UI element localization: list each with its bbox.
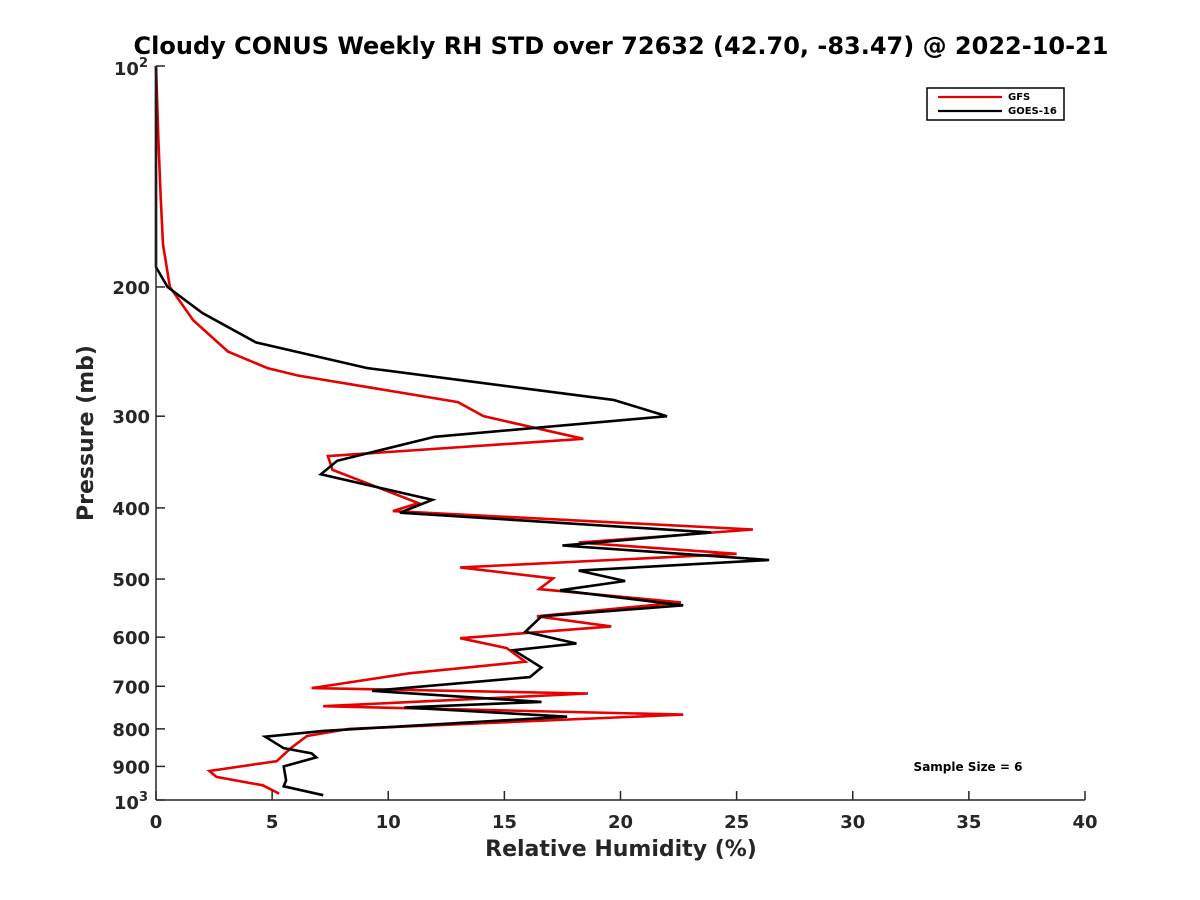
x-tick-label: 25	[724, 812, 749, 833]
x-axis-label: Relative Humidity (%)	[485, 837, 757, 862]
y-major-tick-label: 102	[114, 56, 148, 80]
y-tick-label: 800	[112, 720, 150, 741]
legend-label-goes16: GOES-16	[1008, 106, 1057, 117]
legend-label-gfs: GFS	[1008, 92, 1030, 103]
chart-title: Cloudy CONUS Weekly RH STD over 72632 (4…	[134, 32, 1109, 60]
y-tick-label: 400	[112, 499, 150, 520]
x-tick-label: 15	[492, 812, 517, 833]
x-tick-label: 5	[266, 812, 279, 833]
y-tick-label: 600	[112, 628, 150, 649]
x-tick-label: 10	[376, 812, 401, 833]
x-tick-label: 35	[956, 812, 981, 833]
series-layer	[154, 65, 770, 797]
x-tick-label: 20	[608, 812, 633, 833]
legend-box	[926, 87, 1065, 121]
plot-area: 0 5 10 15 20 25 30 35 40 200 300 400 500 600 700 800 90…	[112, 56, 1097, 833]
y-tick-label: 200	[112, 278, 150, 299]
x-tick-label: 40	[1072, 812, 1097, 833]
x-tick-label: 0	[150, 812, 163, 833]
y-axis-ticks: 200 300 400 500 600 700 800 900 102 103	[112, 56, 165, 814]
series-line-goes16	[154, 66, 770, 797]
y-tick-label: 700	[112, 677, 150, 698]
x-axis-ticks: 0 5 10 15 20 25 30 35 40	[150, 791, 1098, 833]
x-tick-label: 30	[840, 812, 865, 833]
y-tick-label: 500	[112, 570, 150, 591]
y-tick-label: 300	[112, 407, 150, 428]
sample-size-annotation: Sample Size = 6	[914, 760, 1023, 774]
y-axis-label: Pressure (mb)	[74, 345, 99, 521]
legend: GFS GOES-16	[926, 87, 1065, 121]
y-tick-label: 900	[112, 757, 150, 778]
y-major-tick-label: 103	[114, 790, 148, 814]
plot-background	[156, 66, 1085, 800]
